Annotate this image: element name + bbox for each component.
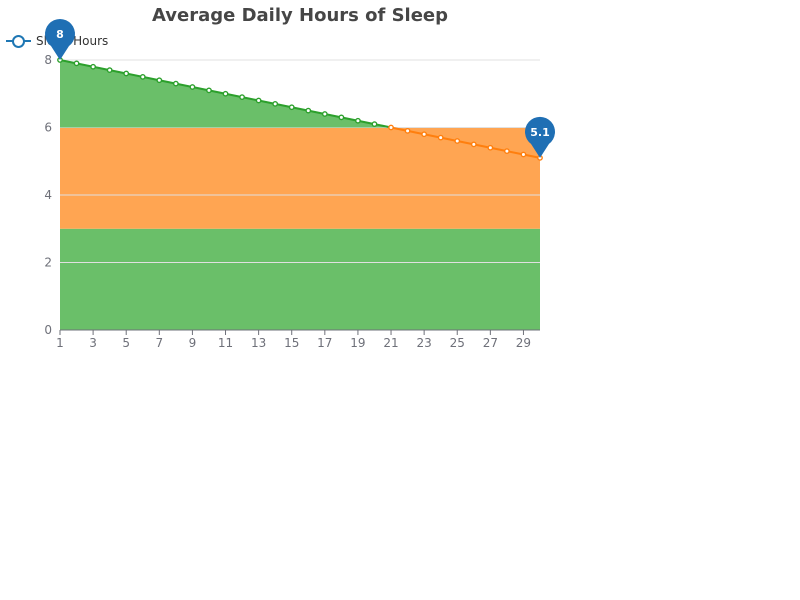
x-tick-label: 17 — [317, 336, 332, 350]
data-point — [305, 107, 312, 114]
data-point — [222, 90, 229, 97]
marker-pin-icon — [525, 116, 555, 158]
x-tick-label: 13 — [251, 336, 266, 350]
data-point — [189, 84, 196, 90]
x-tick-label: 5 — [122, 336, 130, 350]
x-tick-label: 21 — [383, 336, 398, 350]
data-point — [404, 127, 411, 134]
y-tick-label: 6 — [44, 121, 52, 135]
band-area — [60, 127, 540, 229]
data-point — [156, 77, 163, 84]
marker-pin-icon — [45, 19, 75, 60]
data-point — [123, 70, 130, 77]
data-point — [172, 80, 179, 87]
y-tick-label: 8 — [44, 53, 52, 67]
data-point — [454, 138, 461, 144]
x-tick-label: 1 — [56, 336, 64, 350]
x-tick-label: 15 — [284, 336, 299, 350]
data-point — [355, 117, 361, 124]
data-point — [421, 131, 428, 138]
data-point — [388, 124, 394, 131]
data-point — [503, 148, 510, 155]
data-point — [437, 134, 444, 141]
x-tick-label: 29 — [516, 336, 531, 350]
marker-pin-label: 5.1 — [530, 126, 550, 139]
y-tick-label: 4 — [44, 188, 52, 202]
chart-title: Average Daily Hours of Sleep — [151, 5, 449, 26]
data-point — [139, 73, 146, 80]
y-tick-label: 2 — [44, 256, 52, 270]
data-point — [520, 151, 527, 158]
data-point — [73, 60, 80, 67]
x-tick-label: 7 — [155, 336, 163, 350]
data-point — [338, 114, 345, 121]
data-point — [206, 87, 212, 94]
x-tick-label: 11 — [218, 336, 233, 350]
data-point — [239, 94, 245, 101]
x-tick-label: 27 — [483, 336, 498, 350]
legend-line-circle-icon — [6, 34, 31, 48]
data-point — [272, 100, 279, 107]
data-point — [470, 141, 477, 148]
data-point — [255, 97, 262, 104]
band-area — [60, 228, 540, 330]
y-tick-label: 0 — [44, 323, 52, 337]
x-tick-label: 3 — [89, 336, 97, 350]
markers-layer: 85.1 — [45, 19, 555, 158]
data-point — [371, 121, 378, 128]
data-point — [90, 63, 97, 70]
data-point — [321, 111, 328, 117]
band-layer — [60, 127, 540, 330]
marker-pin-label: 8 — [56, 28, 64, 41]
data-point — [487, 144, 494, 151]
x-tick-label: 25 — [450, 336, 465, 350]
x-tick-label: 9 — [189, 336, 197, 350]
data-point — [106, 67, 113, 74]
x-tick-label: 19 — [350, 336, 365, 350]
x-tick-label: 23 — [416, 336, 431, 350]
points-layer — [57, 57, 543, 161]
data-point — [288, 104, 295, 111]
